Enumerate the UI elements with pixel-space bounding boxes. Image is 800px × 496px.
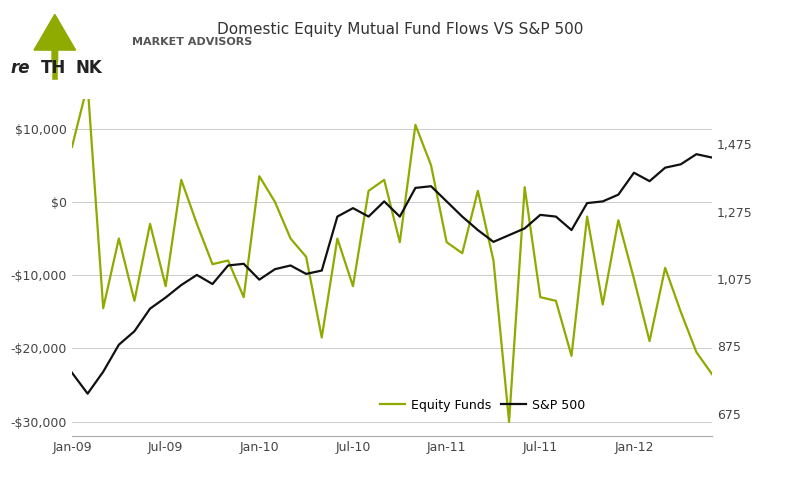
Text: re: re bbox=[10, 59, 30, 77]
Text: NK: NK bbox=[76, 59, 102, 77]
Polygon shape bbox=[34, 14, 76, 50]
Text: MARKET ADVISORS: MARKET ADVISORS bbox=[132, 37, 252, 47]
Legend: Equity Funds, S&P 500: Equity Funds, S&P 500 bbox=[374, 394, 590, 417]
Text: TH: TH bbox=[42, 59, 66, 77]
Text: Domestic Equity Mutual Fund Flows VS S&P 500: Domestic Equity Mutual Fund Flows VS S&P… bbox=[217, 22, 583, 37]
